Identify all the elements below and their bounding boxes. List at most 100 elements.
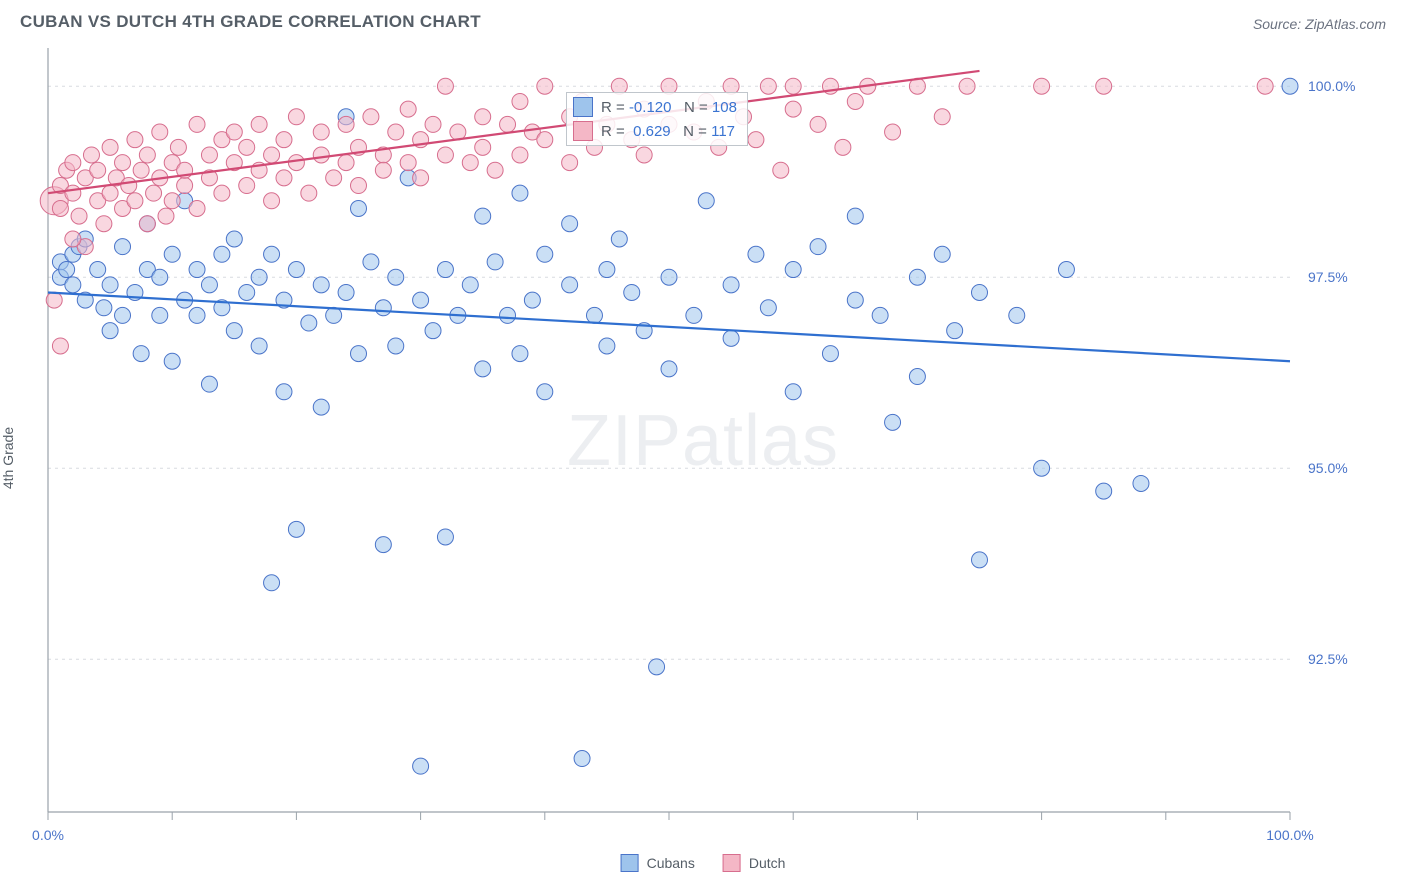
data-point [83,147,99,163]
data-point [487,254,503,270]
data-point [276,170,292,186]
data-point [338,284,354,300]
data-point [288,262,304,278]
svg-text:100.0%: 100.0% [1308,78,1355,94]
data-point [972,284,988,300]
data-point [723,330,739,346]
data-point [1282,78,1298,94]
data-point [164,246,180,262]
data-point [698,193,714,209]
data-point [65,185,81,201]
data-point [189,307,205,323]
data-point [96,300,112,316]
data-point [909,269,925,285]
data-point [152,307,168,323]
data-point [773,162,789,178]
data-point [363,254,379,270]
data-point [158,208,174,224]
scatter-svg: 92.5%95.0%97.5%100.0%0.0%100.0% [0,38,1406,878]
data-point [313,147,329,163]
data-point [239,139,255,155]
data-point [822,346,838,362]
data-point [537,246,553,262]
data-point [313,124,329,140]
data-point [351,178,367,194]
data-point [65,277,81,293]
data-point [947,323,963,339]
data-point [649,659,665,675]
data-point [437,147,453,163]
data-point [723,277,739,293]
data-point [437,78,453,94]
data-point [885,414,901,430]
data-point [1133,475,1149,491]
data-point [251,269,267,285]
data-point [425,116,441,132]
chart-title: CUBAN VS DUTCH 4TH GRADE CORRELATION CHA… [20,12,481,32]
data-point [115,307,131,323]
svg-text:95.0%: 95.0% [1308,460,1348,476]
data-point [500,307,516,323]
data-point [133,162,149,178]
data-point [437,262,453,278]
data-point [972,552,988,568]
data-point [1058,262,1074,278]
data-point [46,292,62,308]
data-point [760,300,776,316]
data-point [276,384,292,400]
data-point [170,139,186,155]
data-point [847,208,863,224]
data-point [189,116,205,132]
chart-header: CUBAN VS DUTCH 4TH GRADE CORRELATION CHA… [0,0,1406,38]
data-point [90,162,106,178]
data-point [959,78,975,94]
legend-swatch [723,854,741,872]
data-point [562,216,578,232]
data-point [462,277,478,293]
data-point [624,284,640,300]
data-point [847,292,863,308]
data-point [264,193,280,209]
stats-text: R = 0.629 N = 117 [601,123,735,140]
data-point [288,155,304,171]
legend-item-dutch: Dutch [723,854,786,872]
data-point [1096,78,1112,94]
data-point [313,277,329,293]
data-point [785,384,801,400]
data-point [59,262,75,278]
data-point [164,353,180,369]
data-point [388,338,404,354]
data-point [835,139,851,155]
legend: CubansDutch [621,854,786,872]
data-point [189,262,205,278]
data-point [338,116,354,132]
data-point [226,323,242,339]
data-point [264,575,280,591]
stats-line-dutch: R = 0.629 N = 117 [567,119,747,143]
stats-text: R = -0.120 N = 108 [601,99,737,116]
data-point [214,246,230,262]
data-point [239,284,255,300]
y-axis-label: 4th Grade [0,427,16,489]
data-point [189,200,205,216]
data-point [146,185,162,201]
data-point [847,93,863,109]
data-point [139,147,155,163]
chart-area: 4th Grade ZIPatlas 92.5%95.0%97.5%100.0%… [0,38,1406,878]
data-point [351,200,367,216]
data-point [102,139,118,155]
data-point [537,384,553,400]
data-point [500,116,516,132]
data-point [276,132,292,148]
data-point [115,155,131,171]
data-point [1096,483,1112,499]
data-point [65,231,81,247]
data-point [313,399,329,415]
data-point [586,307,602,323]
data-point [326,307,342,323]
data-point [475,361,491,377]
data-point [102,277,118,293]
data-point [562,277,578,293]
data-point [748,246,764,262]
data-point [375,162,391,178]
